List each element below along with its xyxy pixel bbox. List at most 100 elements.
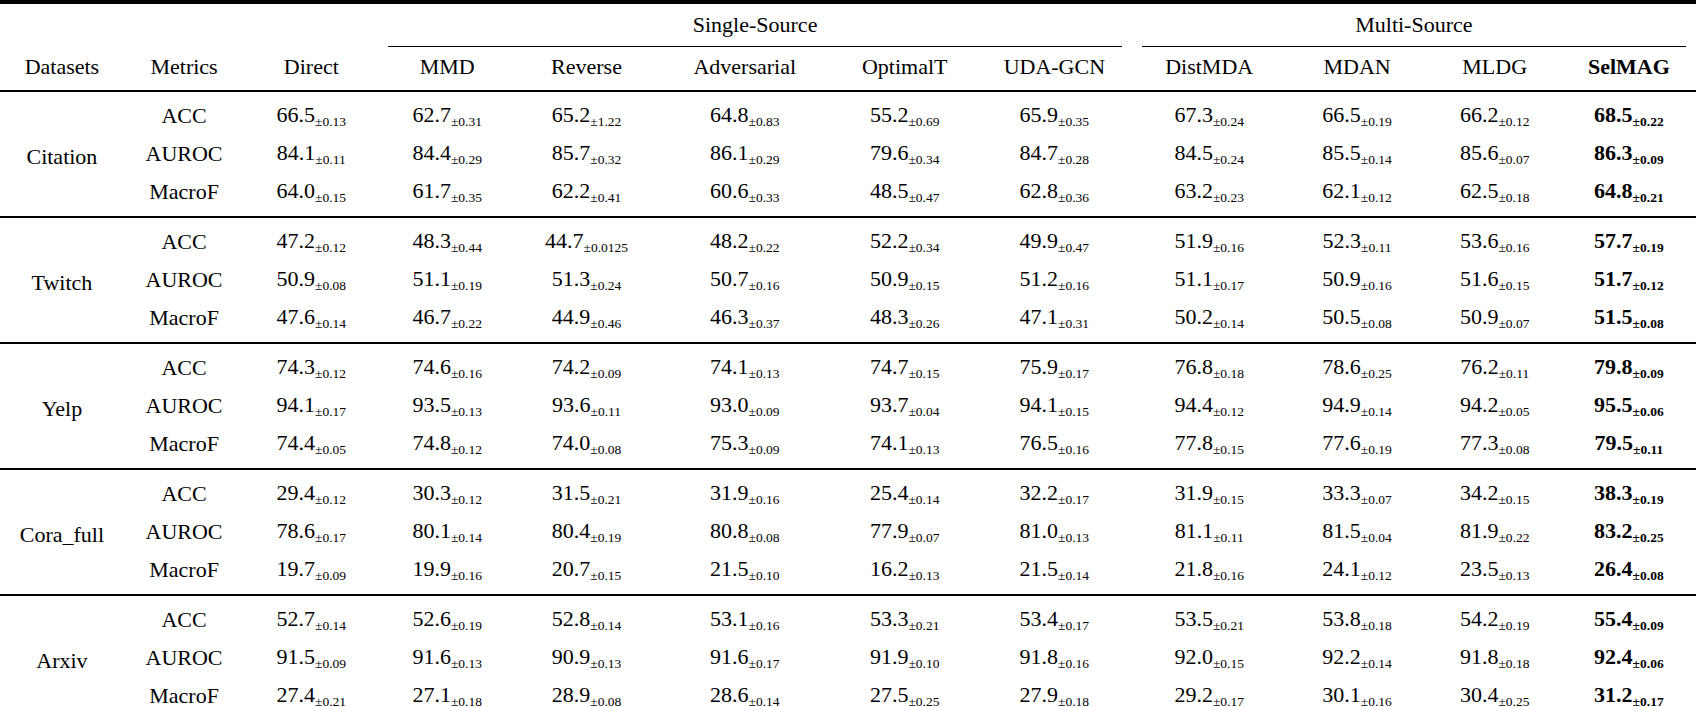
table-row: MacroF19.7±0.0919.9±0.1620.7±0.1521.5±0.… [0,551,1696,595]
dataset-group: CitationACC66.5±0.1362.7±0.3165.2±1.2264… [0,91,1696,217]
table-row: AUROC78.6±0.1780.1±0.1480.4±0.1980.8±0.0… [0,513,1696,551]
value-cell: 83.2±0.25 [1562,513,1696,551]
value-cell: 57.7±0.19 [1562,217,1696,261]
value-cell: 21.5±0.14 [977,551,1132,595]
value-cell: 51.9±0.16 [1132,217,1287,261]
col-header-datasets: Datasets [0,47,124,91]
value-cell: 85.5±0.14 [1287,135,1428,173]
value-cell: 48.5±0.47 [832,173,976,217]
value-cell: 53.4±0.17 [977,595,1132,639]
value-cell: 84.5±0.24 [1132,135,1287,173]
column-header-row: Datasets Metrics Direct MMD Reverse Adve… [0,47,1696,91]
value-cell: 65.2±1.22 [516,91,657,135]
table-row: AUROC50.9±0.0851.1±0.1951.3±0.2450.7±0.1… [0,261,1696,299]
value-cell: 75.3±0.09 [657,425,832,469]
value-cell: 67.3±0.24 [1132,91,1287,135]
value-cell: 31.9±0.15 [1132,469,1287,513]
value-cell: 24.1±0.12 [1287,551,1428,595]
value-cell: 62.1±0.12 [1287,173,1428,217]
benchmark-results-table: Single-Source Multi-Source Datasets Metr… [0,0,1696,707]
value-cell: 50.9±0.15 [832,261,976,299]
value-cell: 92.2±0.14 [1287,639,1428,677]
table-row: ArxivACC52.7±0.1452.6±0.1952.8±0.1453.1±… [0,595,1696,639]
value-cell: 78.6±0.17 [244,513,378,551]
value-cell: 91.8±0.18 [1428,639,1562,677]
value-cell: 48.2±0.22 [657,217,832,261]
value-cell: 47.1±0.31 [977,299,1132,343]
value-cell: 75.9±0.17 [977,343,1132,387]
value-cell: 49.9±0.47 [977,217,1132,261]
value-cell: 16.2±0.13 [832,551,976,595]
value-cell: 50.9±0.16 [1287,261,1428,299]
value-cell: 80.8±0.08 [657,513,832,551]
col-header-reverse: Reverse [516,47,657,91]
value-cell: 51.7±0.12 [1562,261,1696,299]
value-cell: 94.2±0.05 [1428,387,1562,425]
value-cell: 94.1±0.17 [244,387,378,425]
value-cell: 50.9±0.08 [244,261,378,299]
table-row: MacroF27.4±0.2127.1±0.1828.9±0.0828.6±0.… [0,677,1696,707]
value-cell: 92.0±0.15 [1132,639,1287,677]
table-row: Cora_fullACC29.4±0.1230.3±0.1231.5±0.213… [0,469,1696,513]
value-cell: 51.6±0.15 [1428,261,1562,299]
table-row: MacroF64.0±0.1561.7±0.3562.2±0.4160.6±0.… [0,173,1696,217]
value-cell: 93.0±0.09 [657,387,832,425]
value-cell: 54.2±0.19 [1428,595,1562,639]
value-cell: 25.4±0.14 [832,469,976,513]
value-cell: 79.5±0.11 [1562,425,1696,469]
value-cell: 77.8±0.15 [1132,425,1287,469]
value-cell: 66.5±0.13 [244,91,378,135]
table-row: MacroF47.6±0.1446.7±0.2244.9±0.4646.3±0.… [0,299,1696,343]
value-cell: 91.9±0.10 [832,639,976,677]
value-cell: 34.2±0.15 [1428,469,1562,513]
value-cell: 95.5±0.06 [1562,387,1696,425]
value-cell: 77.6±0.19 [1287,425,1428,469]
value-cell: 91.5±0.09 [244,639,378,677]
dataset-group: ArxivACC52.7±0.1452.6±0.1952.8±0.1453.1±… [0,595,1696,707]
value-cell: 51.3±0.24 [516,261,657,299]
value-cell: 46.7±0.22 [378,299,516,343]
metric-name-cell: AUROC [124,513,244,551]
value-cell: 91.8±0.16 [977,639,1132,677]
value-cell: 51.5±0.08 [1562,299,1696,343]
value-cell: 60.6±0.33 [657,173,832,217]
value-cell: 91.6±0.17 [657,639,832,677]
value-cell: 26.4±0.08 [1562,551,1696,595]
value-cell: 74.1±0.13 [657,343,832,387]
table-row: AUROC94.1±0.1793.5±0.1393.6±0.1193.0±0.0… [0,387,1696,425]
value-cell: 76.5±0.16 [977,425,1132,469]
value-cell: 84.7±0.28 [977,135,1132,173]
value-cell: 91.6±0.13 [378,639,516,677]
value-cell: 93.5±0.13 [378,387,516,425]
value-cell: 50.2±0.14 [1132,299,1287,343]
metric-name-cell: ACC [124,469,244,513]
value-cell: 28.9±0.08 [516,677,657,707]
col-header-adversarial: Adversarial [657,47,832,91]
value-cell: 94.1±0.15 [977,387,1132,425]
value-cell: 62.7±0.31 [378,91,516,135]
value-cell: 48.3±0.26 [832,299,976,343]
value-cell: 51.1±0.17 [1132,261,1287,299]
col-header-distmda: DistMDA [1132,47,1287,91]
value-cell: 32.2±0.17 [977,469,1132,513]
value-cell: 66.2±0.12 [1428,91,1562,135]
table-row: AUROC91.5±0.0991.6±0.1390.9±0.1391.6±0.1… [0,639,1696,677]
value-cell: 51.1±0.19 [378,261,516,299]
value-cell: 50.9±0.07 [1428,299,1562,343]
value-cell: 76.8±0.18 [1132,343,1287,387]
dataset-group: YelpACC74.3±0.1274.6±0.1674.2±0.0974.1±0… [0,343,1696,469]
value-cell: 50.7±0.16 [657,261,832,299]
dataset-name-cell: Cora_full [0,469,124,595]
value-cell: 84.1±0.11 [244,135,378,173]
value-cell: 92.4±0.06 [1562,639,1696,677]
value-cell: 20.7±0.15 [516,551,657,595]
dataset-name-cell: Twitch [0,217,124,343]
value-cell: 74.6±0.16 [378,343,516,387]
value-cell: 23.5±0.13 [1428,551,1562,595]
value-cell: 53.5±0.21 [1132,595,1287,639]
value-cell: 52.2±0.34 [832,217,976,261]
dataset-name-cell: Arxiv [0,595,124,707]
value-cell: 53.8±0.18 [1287,595,1428,639]
value-cell: 19.7±0.09 [244,551,378,595]
value-cell: 64.8±0.83 [657,91,832,135]
